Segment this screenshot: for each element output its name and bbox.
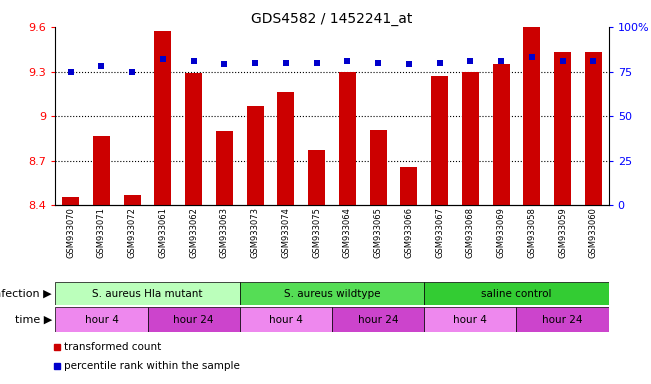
- Point: [311, 60, 322, 66]
- Text: hour 24: hour 24: [358, 314, 398, 325]
- Bar: [124, 195, 141, 205]
- Point: [465, 58, 475, 64]
- Bar: [424, 307, 516, 332]
- Point: [250, 60, 260, 66]
- Point: [127, 68, 137, 74]
- Point: [158, 56, 168, 62]
- Bar: [400, 167, 417, 205]
- Text: S. aureus Hla mutant: S. aureus Hla mutant: [92, 289, 203, 299]
- Bar: [55, 307, 148, 332]
- Bar: [370, 129, 387, 205]
- Text: time ▶: time ▶: [15, 314, 52, 325]
- Point: [496, 58, 506, 64]
- Text: hour 4: hour 4: [85, 314, 118, 325]
- Text: S. aureus wildtype: S. aureus wildtype: [284, 289, 380, 299]
- Text: hour 4: hour 4: [269, 314, 303, 325]
- Text: saline control: saline control: [481, 289, 551, 299]
- Point: [281, 60, 291, 66]
- Point: [342, 58, 353, 64]
- Bar: [554, 52, 571, 205]
- Bar: [148, 307, 240, 332]
- Point: [373, 60, 383, 66]
- Bar: [523, 27, 540, 205]
- Text: hour 4: hour 4: [453, 314, 488, 325]
- Bar: [339, 71, 356, 205]
- Point: [189, 58, 199, 64]
- Point: [66, 68, 76, 74]
- Bar: [431, 76, 448, 205]
- Bar: [462, 71, 478, 205]
- Text: transformed count: transformed count: [64, 342, 161, 352]
- Bar: [186, 73, 202, 205]
- Point: [588, 58, 598, 64]
- Point: [96, 63, 107, 69]
- Point: [557, 58, 568, 64]
- Bar: [308, 151, 325, 205]
- Bar: [240, 307, 332, 332]
- Bar: [62, 197, 79, 205]
- Text: hour 24: hour 24: [173, 314, 214, 325]
- Point: [219, 61, 230, 68]
- Text: percentile rank within the sample: percentile rank within the sample: [64, 361, 240, 371]
- Point: [404, 61, 414, 68]
- Bar: [332, 307, 424, 332]
- Bar: [240, 282, 424, 305]
- Point: [527, 54, 537, 60]
- Bar: [154, 31, 171, 205]
- Bar: [493, 64, 510, 205]
- Bar: [247, 106, 264, 205]
- Bar: [216, 131, 233, 205]
- Text: infection ▶: infection ▶: [0, 289, 52, 299]
- Text: hour 24: hour 24: [542, 314, 583, 325]
- Bar: [93, 136, 110, 205]
- Bar: [55, 282, 240, 305]
- Bar: [516, 307, 609, 332]
- Point: [434, 60, 445, 66]
- Bar: [585, 52, 602, 205]
- Bar: [277, 93, 294, 205]
- Text: GDS4582 / 1452241_at: GDS4582 / 1452241_at: [251, 12, 413, 25]
- Bar: [424, 282, 609, 305]
